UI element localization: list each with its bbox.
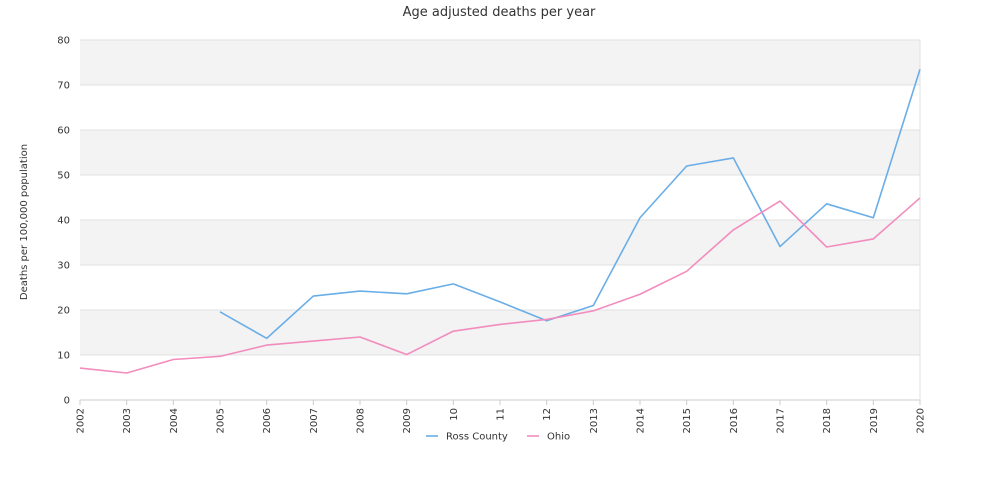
x-tick-label: 2006 xyxy=(262,408,273,433)
y-axis-label: Deaths per 100,000 population xyxy=(19,144,30,300)
x-tick-label: 2017 xyxy=(776,408,787,433)
legend-ross-county-label: Ross County xyxy=(446,432,508,443)
y-tick-label: 30 xyxy=(57,261,70,272)
x-tick-label: 11 xyxy=(496,408,507,421)
legend: Ross County Ohio xyxy=(426,432,570,443)
x-tick-label: 2018 xyxy=(822,408,833,433)
y-tick-label: 60 xyxy=(57,126,70,137)
y-tick-label: 40 xyxy=(57,216,70,227)
grid-band xyxy=(80,85,920,130)
x-tick-label: 2014 xyxy=(636,408,647,433)
grid-band xyxy=(80,310,920,355)
grid-bands xyxy=(80,40,920,400)
y-tick-label: 70 xyxy=(57,81,70,92)
x-tick-label: 2005 xyxy=(216,408,227,433)
x-tick-label: 2016 xyxy=(729,408,740,433)
x-tick-label: 2004 xyxy=(169,408,180,433)
x-tick-label: 2009 xyxy=(402,408,413,433)
x-axis-ticks: 2002 2003 2004 2005 2006 2007 2008 2009 10 11 12 20… xyxy=(76,400,927,433)
x-tick-label: 10 xyxy=(449,408,460,421)
series-line-ross-county xyxy=(219,69,921,340)
grid-band xyxy=(80,40,920,85)
y-tick-label: 50 xyxy=(57,171,70,182)
grid-band xyxy=(80,355,920,400)
series-line-ohio xyxy=(79,197,921,374)
series-lines xyxy=(79,69,921,374)
x-tick-label: 2007 xyxy=(309,408,320,433)
x-tick-label: 2003 xyxy=(122,408,133,433)
x-tick-label: 2020 xyxy=(916,408,927,433)
x-tick-label: 12 xyxy=(542,408,553,421)
grid-band xyxy=(80,175,920,220)
x-tick-label: 2013 xyxy=(589,408,600,433)
y-tick-label: 10 xyxy=(57,351,70,362)
x-tick-label: 2015 xyxy=(682,408,693,433)
chart-title: Age adjusted deaths per year xyxy=(403,5,596,20)
grid-band xyxy=(80,265,920,310)
legend-ohio-label: Ohio xyxy=(547,432,570,443)
grid-band xyxy=(80,130,920,175)
grid-band xyxy=(80,220,920,265)
y-axis-ticks: 0 10 20 30 40 50 60 70 80 xyxy=(57,36,70,407)
y-tick-label: 20 xyxy=(57,306,70,317)
y-tick-label: 0 xyxy=(64,396,70,407)
x-tick-label: 2002 xyxy=(76,408,87,433)
y-tick-label: 80 xyxy=(57,36,70,47)
x-tick-label: 2008 xyxy=(356,408,367,433)
x-tick-label: 2019 xyxy=(869,408,880,433)
